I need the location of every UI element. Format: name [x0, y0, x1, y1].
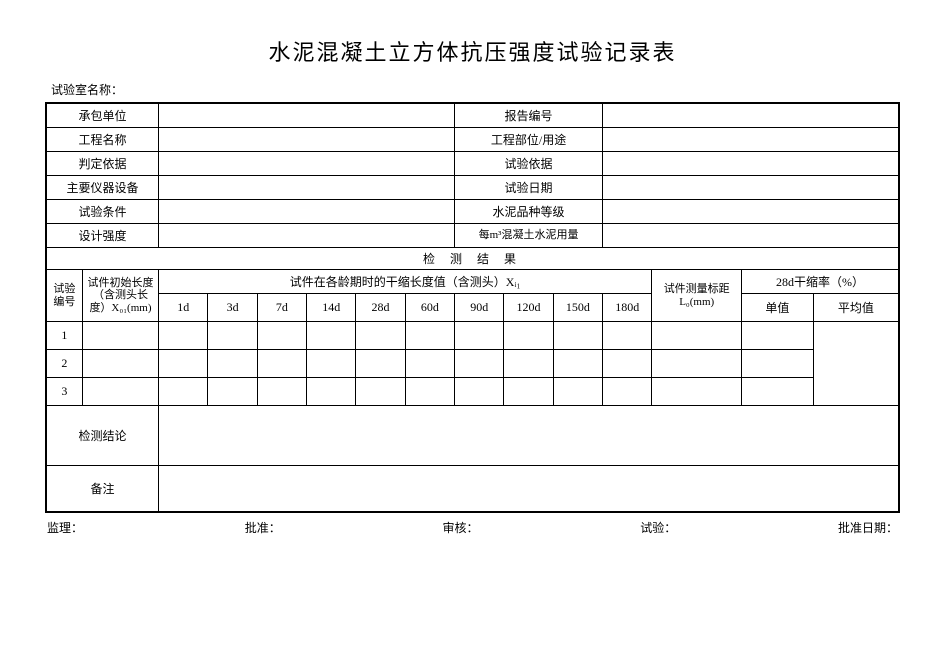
conclusion-label: 检测结论 [47, 406, 159, 466]
cell-1-3d[interactable] [208, 322, 257, 350]
hdr-r-1: 工程部位/用途 [455, 128, 603, 152]
hdr-l-4: 试验条件 [47, 200, 159, 224]
age-9: 180d [603, 294, 652, 322]
page-title: 水泥混凝土立方体抗压强度试验记录表 [45, 35, 900, 67]
cell-3-150d[interactable] [553, 378, 602, 406]
col-gauge: 试件测量标距L₀(mm) [652, 270, 742, 322]
cell-2-28d[interactable] [356, 350, 405, 378]
hdr-r-5: 每m³混凝土水泥用量 [455, 224, 603, 248]
hdr-rv-2[interactable] [603, 152, 899, 176]
age-3: 14d [307, 294, 356, 322]
form-outer: 承包单位 报告编号 工程名称 工程部位/用途 判定依据 试验依据 主要仪器设备 … [45, 102, 900, 513]
hdr-l-5: 设计强度 [47, 224, 159, 248]
age-4: 28d [356, 294, 405, 322]
cell-1-1d[interactable] [159, 322, 208, 350]
hdr-rv-3[interactable] [603, 176, 899, 200]
cell-2-150d[interactable] [553, 350, 602, 378]
cell-3-180d[interactable] [603, 378, 652, 406]
hdr-r-4: 水泥品种等级 [455, 200, 603, 224]
hdr-r-0: 报告编号 [455, 104, 603, 128]
hdr-l-3: 主要仪器设备 [47, 176, 159, 200]
age-5: 60d [405, 294, 454, 322]
cell-2-60d[interactable] [405, 350, 454, 378]
cell-3-14d[interactable] [307, 378, 356, 406]
cell-1-180d[interactable] [603, 322, 652, 350]
age-6: 90d [455, 294, 504, 322]
notes-value[interactable] [159, 466, 899, 512]
conclusion-value[interactable] [159, 406, 899, 466]
footer-supervisor: 监理： [47, 519, 83, 536]
row-num-1: 1 [47, 322, 83, 350]
col-init-len: 试件初始长度（含测头长度）X₀₁(mm) [82, 270, 158, 322]
cell-3-28d[interactable] [356, 378, 405, 406]
hdr-lv-4[interactable] [159, 200, 455, 224]
hdr-l-2: 判定依据 [47, 152, 159, 176]
cell-2-3d[interactable] [208, 350, 257, 378]
cell-2-single[interactable] [742, 350, 814, 378]
hdr-l-0: 承包单位 [47, 104, 159, 128]
hdr-lv-1[interactable] [159, 128, 455, 152]
cell-1-single[interactable] [742, 322, 814, 350]
cell-1-init[interactable] [82, 322, 158, 350]
cell-2-14d[interactable] [307, 350, 356, 378]
age-0: 1d [159, 294, 208, 322]
age-7: 120d [504, 294, 553, 322]
cell-1-gauge[interactable] [652, 322, 742, 350]
cell-2-gauge[interactable] [652, 350, 742, 378]
cell-2-1d[interactable] [159, 350, 208, 378]
footer-approver: 批准： [245, 519, 281, 536]
hdr-r-3: 试验日期 [455, 176, 603, 200]
cell-3-120d[interactable] [504, 378, 553, 406]
cell-1-150d[interactable] [553, 322, 602, 350]
hdr-rv-0[interactable] [603, 104, 899, 128]
footer-approve-date: 批准日期： [838, 519, 898, 536]
hdr-lv-2[interactable] [159, 152, 455, 176]
hdr-lv-0[interactable] [159, 104, 455, 128]
footer: 监理： 批准： 审核： 试验： 批准日期： [45, 519, 900, 536]
cell-1-14d[interactable] [307, 322, 356, 350]
cell-2-7d[interactable] [257, 350, 306, 378]
cell-2-120d[interactable] [504, 350, 553, 378]
cell-avg[interactable] [813, 322, 898, 406]
cell-1-90d[interactable] [455, 322, 504, 350]
row-num-2: 2 [47, 350, 83, 378]
section-title: 检 测 结 果 [47, 248, 899, 270]
footer-reviewer: 审核： [442, 519, 478, 536]
cell-3-single[interactable] [742, 378, 814, 406]
hdr-lv-5[interactable] [159, 224, 455, 248]
cell-3-gauge[interactable] [652, 378, 742, 406]
col-test-no: 试验编号 [47, 270, 83, 322]
row-num-3: 3 [47, 378, 83, 406]
lab-name-label: 试验室名称： [51, 81, 900, 98]
hdr-rv-1[interactable] [603, 128, 899, 152]
cell-3-7d[interactable] [257, 378, 306, 406]
hdr-l-1: 工程名称 [47, 128, 159, 152]
main-table: 承包单位 报告编号 工程名称 工程部位/用途 判定依据 试验依据 主要仪器设备 … [46, 103, 899, 512]
cell-3-90d[interactable] [455, 378, 504, 406]
hdr-lv-3[interactable] [159, 176, 455, 200]
cell-2-180d[interactable] [603, 350, 652, 378]
hdr-rv-5[interactable] [603, 224, 899, 248]
hdr-r-2: 试验依据 [455, 152, 603, 176]
age-8: 150d [553, 294, 602, 322]
cell-1-7d[interactable] [257, 322, 306, 350]
cell-3-60d[interactable] [405, 378, 454, 406]
col-rate-head: 28d干缩率（%） [742, 270, 899, 294]
cell-2-init[interactable] [82, 350, 158, 378]
hdr-rv-4[interactable] [603, 200, 899, 224]
col-period-head: 试件在各龄期时的干缩长度值（含测头）Xᵢ₁ [159, 270, 652, 294]
footer-tester: 试验： [640, 519, 676, 536]
col-single: 单值 [742, 294, 814, 322]
col-avg: 平均值 [813, 294, 898, 322]
cell-3-3d[interactable] [208, 378, 257, 406]
cell-2-90d[interactable] [455, 350, 504, 378]
cell-3-init[interactable] [82, 378, 158, 406]
cell-3-1d[interactable] [159, 378, 208, 406]
cell-1-60d[interactable] [405, 322, 454, 350]
notes-label: 备注 [47, 466, 159, 512]
cell-1-120d[interactable] [504, 322, 553, 350]
age-1: 3d [208, 294, 257, 322]
age-2: 7d [257, 294, 306, 322]
cell-1-28d[interactable] [356, 322, 405, 350]
